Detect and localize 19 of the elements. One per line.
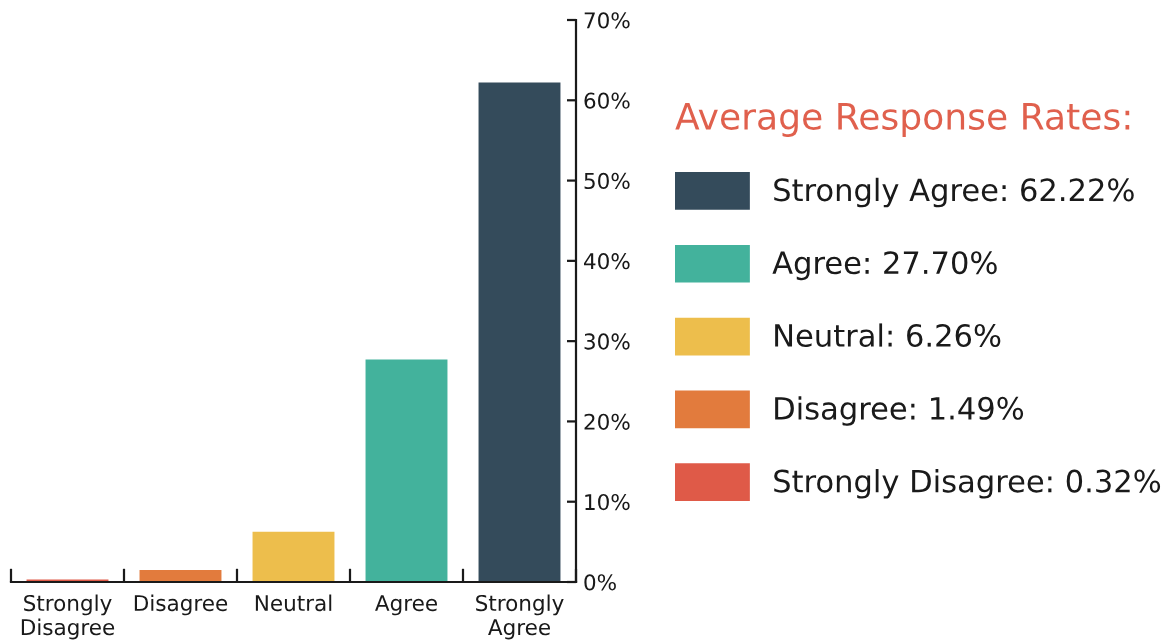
legend-label: Neutral: 6.26% — [775, 323, 1001, 348]
legend-label: Strongly Agree: 62.22% — [774, 177, 1134, 208]
y-tick-label: 30% — [584, 333, 630, 350]
legend-label: Agree: 27.70% — [772, 251, 997, 281]
y-tick-label: 50% — [584, 172, 630, 190]
legend-label: Strongly Disagree: 0.32% — [774, 469, 1161, 499]
y-tick-label: 10% — [585, 493, 630, 511]
y-tick-label: 0% — [584, 574, 616, 591]
y-tick-label: 40% — [584, 253, 630, 270]
x-tick-label: Neutral — [255, 594, 332, 612]
y-tick-label: 70% — [584, 12, 630, 29]
x-tick-label: Agree — [375, 595, 437, 616]
legend-label: Disagree: 1.49% — [775, 396, 1024, 426]
x-tick-label: Strongly Disagree — [21, 594, 115, 640]
x-tick-label: Disagree — [134, 594, 228, 616]
x-tick-label: Strongly Agree — [476, 594, 564, 640]
y-tick-label: 60% — [584, 92, 630, 109]
y-tick-label: 20% — [584, 413, 630, 430]
legend-title: Average Response Rates: — [675, 103, 1130, 137]
